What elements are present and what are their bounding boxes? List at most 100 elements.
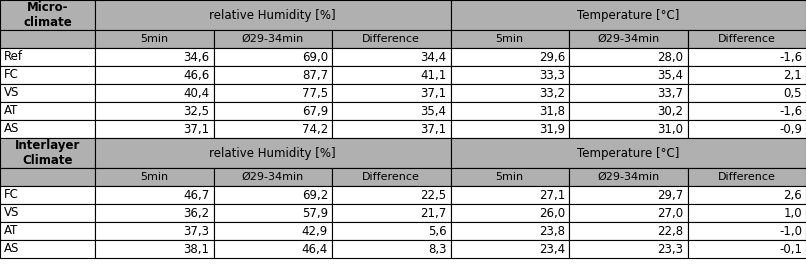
Bar — [0, 240, 95, 258]
Text: 38,1: 38,1 — [184, 242, 210, 255]
Bar — [451, 30, 569, 48]
Bar — [451, 168, 569, 186]
Text: 34,6: 34,6 — [184, 50, 210, 63]
Text: 23,8: 23,8 — [539, 224, 565, 238]
Bar — [95, 48, 214, 66]
Bar — [451, 138, 806, 168]
Text: 22,5: 22,5 — [421, 188, 447, 201]
Bar — [214, 186, 332, 204]
Text: AT: AT — [4, 224, 19, 238]
Bar — [95, 168, 214, 186]
Text: Ø29-34min: Ø29-34min — [242, 172, 304, 182]
Text: 46,6: 46,6 — [183, 69, 210, 82]
Bar — [0, 30, 95, 48]
Bar — [569, 240, 688, 258]
Text: 2,6: 2,6 — [783, 188, 802, 201]
Text: 36,2: 36,2 — [184, 207, 210, 220]
Text: 35,4: 35,4 — [421, 104, 447, 117]
Bar — [0, 0, 95, 30]
Text: 5min: 5min — [496, 172, 524, 182]
Bar — [214, 120, 332, 138]
Bar — [0, 204, 95, 222]
Bar — [688, 66, 806, 84]
Bar — [569, 30, 688, 48]
Text: 87,7: 87,7 — [302, 69, 328, 82]
Text: 21,7: 21,7 — [420, 207, 447, 220]
Text: 69,0: 69,0 — [302, 50, 328, 63]
Text: 5min: 5min — [140, 172, 168, 182]
Bar — [332, 84, 451, 102]
Bar — [95, 0, 451, 30]
Bar — [332, 222, 451, 240]
Bar — [0, 84, 95, 102]
Text: 28,0: 28,0 — [658, 50, 683, 63]
Bar — [451, 204, 569, 222]
Text: VS: VS — [4, 86, 19, 100]
Text: 26,0: 26,0 — [539, 207, 565, 220]
Text: 8,3: 8,3 — [428, 242, 447, 255]
Text: 37,1: 37,1 — [184, 123, 210, 136]
Bar — [451, 120, 569, 138]
Bar — [332, 240, 451, 258]
Text: 29,6: 29,6 — [538, 50, 565, 63]
Bar — [569, 186, 688, 204]
Bar — [569, 84, 688, 102]
Bar — [332, 120, 451, 138]
Bar — [569, 222, 688, 240]
Text: 37,3: 37,3 — [184, 224, 210, 238]
Text: 46,4: 46,4 — [301, 242, 328, 255]
Bar — [688, 240, 806, 258]
Bar — [569, 102, 688, 120]
Bar — [95, 222, 214, 240]
Text: 0,5: 0,5 — [783, 86, 802, 100]
Text: 31,8: 31,8 — [539, 104, 565, 117]
Bar — [214, 66, 332, 84]
Bar — [95, 30, 214, 48]
Text: 40,4: 40,4 — [184, 86, 210, 100]
Text: 31,9: 31,9 — [539, 123, 565, 136]
Text: Difference: Difference — [718, 34, 775, 44]
Text: 5,6: 5,6 — [428, 224, 447, 238]
Text: -1,0: -1,0 — [779, 224, 802, 238]
Bar — [95, 84, 214, 102]
Text: -0,9: -0,9 — [779, 123, 802, 136]
Bar — [451, 222, 569, 240]
Text: 27,1: 27,1 — [538, 188, 565, 201]
Text: relative Humidity [%]: relative Humidity [%] — [210, 147, 336, 160]
Bar — [214, 102, 332, 120]
Text: Temperature [°C]: Temperature [°C] — [577, 8, 679, 22]
Text: -1,6: -1,6 — [779, 50, 802, 63]
Text: FC: FC — [4, 188, 19, 201]
Text: 5min: 5min — [140, 34, 168, 44]
Text: 37,1: 37,1 — [421, 86, 447, 100]
Text: 22,8: 22,8 — [658, 224, 683, 238]
Bar — [569, 48, 688, 66]
Bar — [95, 66, 214, 84]
Text: 37,1: 37,1 — [421, 123, 447, 136]
Bar — [214, 30, 332, 48]
Bar — [214, 84, 332, 102]
Text: 67,9: 67,9 — [301, 104, 328, 117]
Bar — [688, 102, 806, 120]
Bar — [569, 120, 688, 138]
Text: 29,7: 29,7 — [657, 188, 683, 201]
Text: 27,0: 27,0 — [658, 207, 683, 220]
Bar — [95, 138, 451, 168]
Text: Difference: Difference — [363, 172, 420, 182]
Text: 33,7: 33,7 — [658, 86, 683, 100]
Bar — [451, 186, 569, 204]
Bar — [0, 66, 95, 84]
Bar — [569, 66, 688, 84]
Bar — [451, 102, 569, 120]
Text: 57,9: 57,9 — [302, 207, 328, 220]
Bar — [95, 240, 214, 258]
Bar — [451, 240, 569, 258]
Text: 41,1: 41,1 — [420, 69, 447, 82]
Bar — [332, 66, 451, 84]
Text: 5min: 5min — [496, 34, 524, 44]
Text: 35,4: 35,4 — [658, 69, 683, 82]
Text: Difference: Difference — [718, 172, 775, 182]
Bar — [451, 0, 806, 30]
Bar — [332, 168, 451, 186]
Bar — [688, 120, 806, 138]
